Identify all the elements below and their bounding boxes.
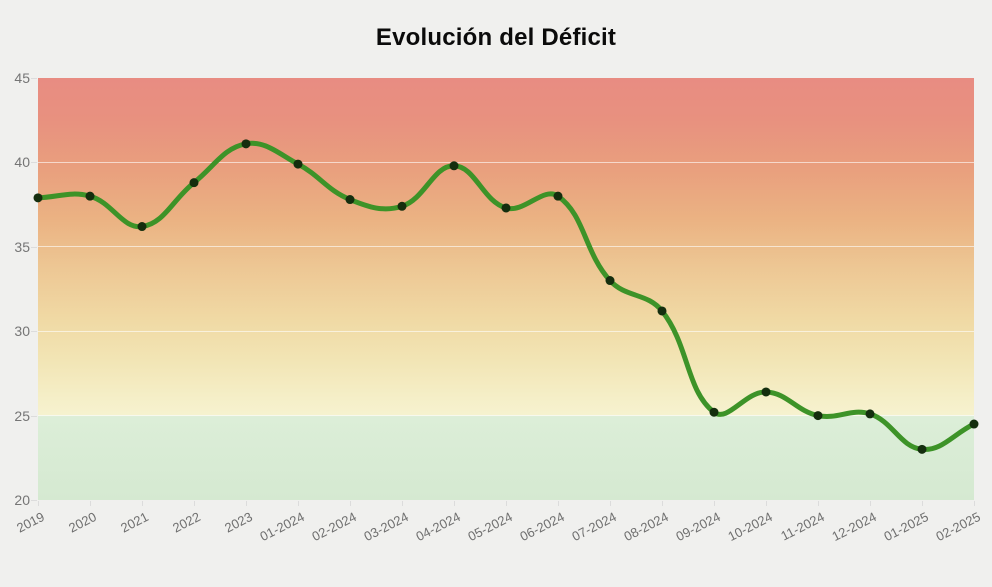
data-point-2019[interactable]: [33, 193, 43, 203]
x-axis-tick: [194, 501, 195, 506]
deficit-line-series: [35, 140, 977, 452]
plot-area: [38, 78, 974, 500]
data-point-11-2024[interactable]: [813, 411, 823, 421]
x-axis-tick: [974, 501, 975, 506]
data-point-12-2024[interactable]: [865, 409, 875, 419]
x-axis-tick: [402, 501, 403, 506]
y-axis-tick: [31, 500, 37, 501]
gridline-y-25: [38, 415, 974, 417]
x-axis-tick: [506, 501, 507, 506]
line-series-canvas[interactable]: [33, 78, 979, 500]
data-point-2020[interactable]: [85, 191, 95, 201]
x-axis-tick: [38, 501, 39, 506]
x-axis-tick: [714, 501, 715, 506]
data-point-03-2024[interactable]: [397, 201, 407, 211]
data-point-05-2024[interactable]: [501, 203, 511, 213]
data-point-04-2024[interactable]: [449, 161, 459, 171]
y-axis-label: 30: [14, 323, 30, 340]
x-axis-tick: [766, 501, 767, 506]
x-axis-tick: [818, 501, 819, 506]
y-axis-tick: [31, 415, 37, 417]
data-point-2021[interactable]: [137, 222, 147, 232]
y-axis-tick: [31, 331, 37, 333]
data-point-2023[interactable]: [241, 139, 251, 149]
data-point-02-2025[interactable]: [969, 419, 979, 429]
data-point-08-2024[interactable]: [657, 306, 667, 316]
y-axis-tick: [31, 162, 37, 164]
data-point-01-2025[interactable]: [917, 444, 927, 454]
chart-title: Evolución del Déficit: [375, 24, 617, 51]
y-axis-label: 40: [14, 154, 30, 171]
data-point-2022[interactable]: [189, 178, 199, 188]
data-point-07-2024[interactable]: [605, 276, 615, 286]
data-point-01-2024[interactable]: [293, 159, 303, 169]
data-point-02-2024[interactable]: [345, 195, 355, 205]
x-axis-tick: [662, 501, 663, 506]
data-point-06-2024[interactable]: [553, 191, 563, 201]
gridline-y-30: [38, 330, 974, 332]
x-axis-tick: [298, 501, 299, 506]
y-axis-tick: [31, 78, 37, 79]
x-axis-tick: [246, 501, 247, 506]
y-axis-label: 20: [14, 492, 30, 508]
gridline-y-40: [38, 161, 974, 163]
x-axis-tick: [610, 501, 611, 506]
y-axis-label: 35: [14, 238, 30, 255]
x-axis-tick: [142, 501, 143, 506]
y-axis-label: 45: [14, 70, 30, 86]
x-axis-tick: [350, 501, 351, 506]
x-axis-tick: [90, 501, 91, 506]
x-axis-tick: [870, 501, 871, 506]
y-axis-label: 25: [14, 407, 30, 424]
y-axis-tick: [31, 246, 37, 248]
data-point-10-2024[interactable]: [761, 387, 771, 397]
x-axis-tick: [454, 501, 455, 506]
x-axis-tick: [922, 501, 923, 506]
gridline-y-35: [38, 246, 974, 248]
data-point-09-2024[interactable]: [709, 407, 719, 417]
x-axis-tick: [558, 501, 559, 506]
